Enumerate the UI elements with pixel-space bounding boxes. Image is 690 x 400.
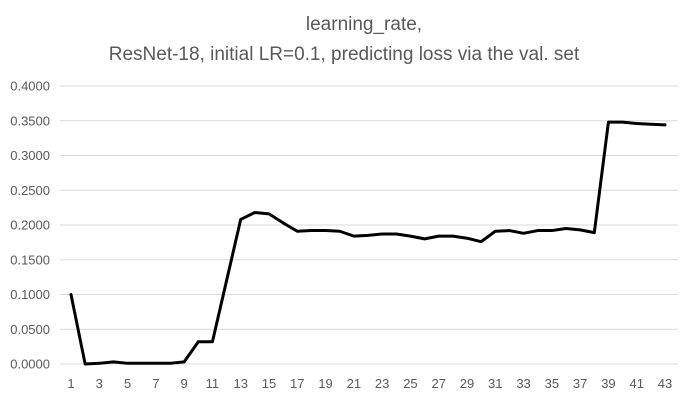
chart-title: learning_rate, ResNet-18, initial LR=0.1… <box>109 14 580 65</box>
x-tick-label: 11 <box>206 376 220 391</box>
x-tick-label: 19 <box>318 376 332 391</box>
y-tick-label: 0.4000 <box>10 79 50 94</box>
x-tick-label: 43 <box>658 376 672 391</box>
y-tick-label: 0.1000 <box>10 287 50 302</box>
y-tick-label: 0.0000 <box>10 357 50 372</box>
x-tick-label: 1 <box>67 376 74 391</box>
x-tick-label: 17 <box>290 376 304 391</box>
y-tick-label: 0.3500 <box>10 113 50 128</box>
chart-title-line-1: learning_rate, <box>306 14 422 35</box>
y-gridlines <box>60 85 678 365</box>
x-axis-tick-labels: 1 3 5 7 9 11 13 15 17 19 21 23 25 27 29 31 33 35 37 39 41 43 <box>67 376 672 391</box>
x-tick-label: 29 <box>460 376 474 391</box>
x-tick-label: 31 <box>488 376 502 391</box>
x-tick-label: 15 <box>262 376 276 391</box>
y-tick-label: 0.2000 <box>10 218 50 233</box>
y-tick-label: 0.0500 <box>10 322 50 337</box>
x-tick-label: 35 <box>545 376 559 391</box>
x-tick-label: 27 <box>431 376 445 391</box>
series-group <box>69 120 667 366</box>
y-tick-label: 0.2500 <box>10 183 50 198</box>
x-tick-label: 5 <box>124 376 131 391</box>
x-tick-label: 33 <box>516 376 530 391</box>
x-tick-label: 21 <box>347 376 361 391</box>
series-line <box>69 120 667 366</box>
x-tick-label: 23 <box>375 376 389 391</box>
x-tick-label: 37 <box>573 376 587 391</box>
y-axis-tick-labels: 0.0000 0.0500 0.1000 0.1500 0.2000 0.2500 0.30… <box>10 79 50 372</box>
x-tick-label: 13 <box>233 376 247 391</box>
y-tick-label: 0.1500 <box>10 252 50 267</box>
x-tick-label: 9 <box>181 376 188 391</box>
chart-title-line-2: ResNet-18, initial LR=0.1, predicting lo… <box>109 44 580 65</box>
x-tick-label: 41 <box>629 376 643 391</box>
y-tick-label: 0.3000 <box>10 148 50 163</box>
x-tick-label: 7 <box>152 376 159 391</box>
x-tick-label: 25 <box>403 376 417 391</box>
x-tick-label: 39 <box>601 376 615 391</box>
x-tick-label: 3 <box>96 376 103 391</box>
